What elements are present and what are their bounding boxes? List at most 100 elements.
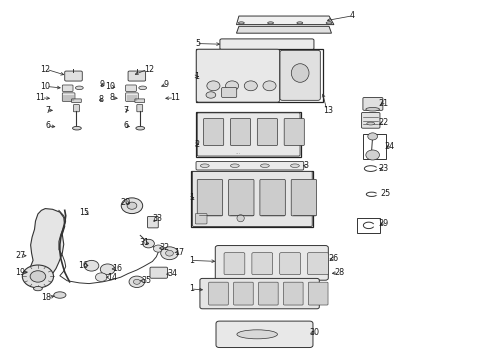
Ellipse shape — [239, 22, 245, 24]
Text: 32: 32 — [159, 243, 170, 252]
FancyBboxPatch shape — [362, 112, 380, 128]
Circle shape — [100, 264, 115, 275]
FancyBboxPatch shape — [221, 87, 237, 98]
Text: 8: 8 — [99, 95, 104, 104]
FancyBboxPatch shape — [230, 118, 250, 145]
FancyBboxPatch shape — [280, 253, 300, 275]
Text: ...: ... — [235, 150, 241, 155]
FancyBboxPatch shape — [197, 113, 300, 156]
FancyBboxPatch shape — [125, 85, 136, 91]
FancyBboxPatch shape — [135, 99, 145, 103]
Ellipse shape — [291, 64, 309, 82]
Ellipse shape — [230, 164, 239, 167]
Text: 8: 8 — [110, 93, 115, 102]
Bar — [196, 49, 323, 102]
Ellipse shape — [207, 81, 220, 91]
Text: 12: 12 — [144, 65, 154, 74]
Ellipse shape — [73, 126, 81, 130]
FancyBboxPatch shape — [196, 213, 207, 224]
Text: 9: 9 — [163, 80, 168, 89]
FancyBboxPatch shape — [62, 85, 73, 91]
FancyBboxPatch shape — [228, 179, 254, 216]
Text: 11: 11 — [35, 93, 45, 102]
Text: 1: 1 — [189, 256, 195, 265]
Text: 5: 5 — [195, 39, 200, 48]
Text: 10: 10 — [40, 82, 50, 91]
Ellipse shape — [366, 108, 379, 111]
FancyBboxPatch shape — [280, 50, 320, 100]
Ellipse shape — [261, 164, 270, 167]
FancyBboxPatch shape — [137, 105, 143, 112]
Ellipse shape — [33, 287, 42, 291]
Circle shape — [129, 276, 145, 288]
Text: 20: 20 — [121, 198, 131, 207]
FancyBboxPatch shape — [74, 105, 79, 112]
Text: 25: 25 — [380, 189, 391, 198]
Text: 17: 17 — [174, 248, 184, 257]
Ellipse shape — [206, 92, 216, 98]
Text: 33: 33 — [152, 214, 162, 223]
Text: 28: 28 — [335, 268, 345, 277]
Text: 13: 13 — [323, 106, 333, 115]
Circle shape — [30, 271, 46, 282]
Bar — [192, 171, 313, 227]
FancyBboxPatch shape — [308, 253, 328, 275]
Text: 19: 19 — [16, 268, 26, 277]
Ellipse shape — [237, 215, 245, 222]
Polygon shape — [30, 208, 65, 280]
Text: 16: 16 — [78, 261, 88, 270]
Text: 3: 3 — [303, 161, 309, 170]
Text: 27: 27 — [16, 251, 26, 260]
Circle shape — [366, 150, 379, 160]
Ellipse shape — [75, 86, 83, 90]
FancyBboxPatch shape — [309, 282, 328, 305]
Text: 7: 7 — [123, 106, 128, 115]
Circle shape — [121, 198, 143, 213]
Ellipse shape — [225, 81, 239, 91]
Text: 4: 4 — [349, 11, 354, 20]
Polygon shape — [237, 26, 331, 33]
FancyBboxPatch shape — [72, 99, 81, 103]
Text: 1: 1 — [194, 72, 199, 81]
FancyBboxPatch shape — [284, 118, 304, 145]
Text: 6: 6 — [45, 121, 50, 130]
FancyBboxPatch shape — [363, 98, 383, 111]
FancyBboxPatch shape — [284, 282, 303, 305]
FancyBboxPatch shape — [125, 93, 138, 102]
FancyBboxPatch shape — [147, 216, 158, 228]
Ellipse shape — [54, 292, 66, 298]
Text: 24: 24 — [384, 142, 394, 151]
FancyBboxPatch shape — [224, 253, 245, 275]
FancyBboxPatch shape — [209, 282, 228, 305]
Text: 10: 10 — [105, 82, 115, 91]
Bar — [196, 112, 301, 157]
Ellipse shape — [244, 81, 257, 91]
Polygon shape — [237, 16, 334, 24]
Text: 22: 22 — [378, 118, 389, 127]
FancyBboxPatch shape — [216, 321, 313, 347]
FancyBboxPatch shape — [220, 39, 314, 50]
FancyBboxPatch shape — [234, 282, 253, 305]
Circle shape — [153, 245, 163, 252]
FancyBboxPatch shape — [196, 49, 280, 102]
Bar — [357, 218, 380, 233]
Circle shape — [161, 247, 178, 260]
Text: 12: 12 — [40, 65, 50, 74]
FancyBboxPatch shape — [260, 179, 285, 216]
Text: 21: 21 — [378, 99, 389, 108]
Circle shape — [166, 250, 173, 256]
Text: 26: 26 — [329, 254, 339, 263]
Ellipse shape — [237, 330, 277, 339]
FancyBboxPatch shape — [150, 267, 168, 278]
Text: 9: 9 — [100, 80, 105, 89]
FancyBboxPatch shape — [196, 161, 304, 170]
Bar — [363, 134, 386, 159]
Circle shape — [96, 273, 107, 282]
FancyBboxPatch shape — [257, 118, 277, 145]
FancyBboxPatch shape — [200, 278, 319, 309]
Text: 16: 16 — [112, 264, 122, 273]
Text: 23: 23 — [378, 164, 389, 173]
Text: 18: 18 — [42, 293, 51, 302]
Circle shape — [133, 279, 140, 284]
FancyBboxPatch shape — [291, 179, 317, 216]
